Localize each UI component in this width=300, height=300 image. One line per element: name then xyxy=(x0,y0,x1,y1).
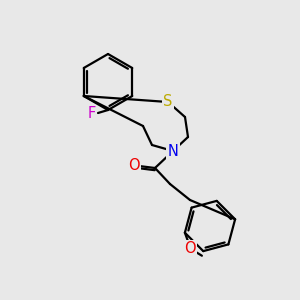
Text: O: O xyxy=(128,158,140,173)
Text: F: F xyxy=(88,106,96,122)
Text: N: N xyxy=(168,143,178,158)
Text: O: O xyxy=(184,241,196,256)
Text: S: S xyxy=(163,94,173,110)
